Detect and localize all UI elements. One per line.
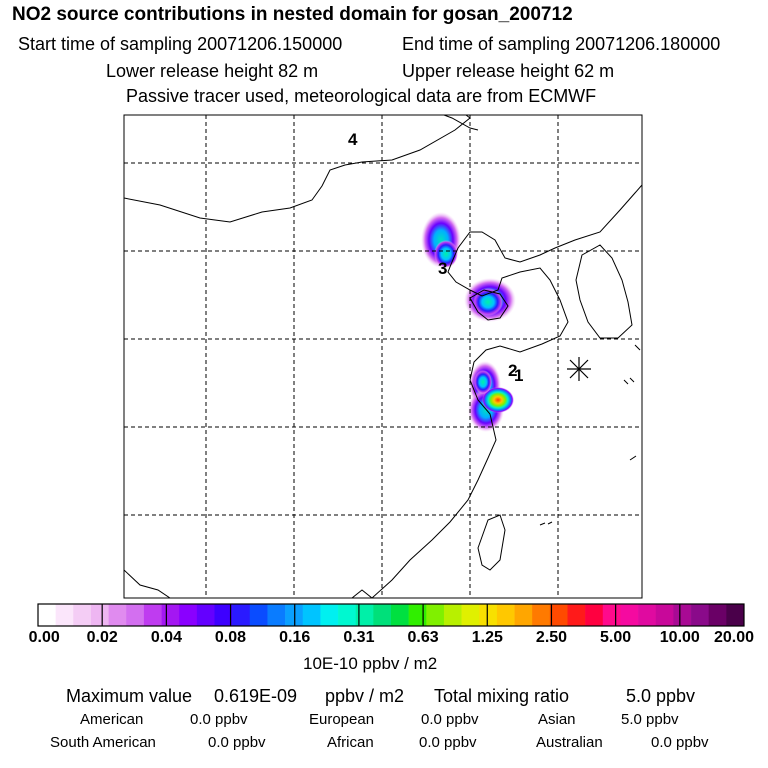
colorbar-tick-label: 0.31 — [343, 629, 375, 646]
colorbar-cell — [232, 604, 251, 626]
colorbar-cell — [691, 604, 709, 626]
region-american-label: American — [80, 711, 144, 728]
region-asian-value: 5.0 ppbv — [621, 711, 679, 728]
colorbar-tick-label: 0.63 — [407, 629, 439, 646]
map-grid — [124, 115, 642, 598]
colorbar-cell — [126, 604, 145, 626]
colorbar-cell — [338, 604, 356, 626]
colorbar-tick-label: 20.00 — [713, 629, 755, 646]
colorbar-cell — [655, 604, 674, 626]
colorbar-cell — [408, 604, 427, 626]
region-asian-label: Asian — [538, 711, 576, 728]
colorbar-tick-label: 5.00 — [600, 629, 632, 646]
coastline-map — [124, 115, 642, 598]
colorbar-tick-label: 0.02 — [86, 629, 118, 646]
colorbar-border — [37, 603, 745, 627]
colorbar-cell — [461, 604, 480, 626]
colorbar-cell — [549, 604, 568, 626]
colorbar-cell — [620, 604, 639, 626]
concentration-plume-shandong — [468, 361, 514, 432]
colorbar-cell — [38, 604, 56, 626]
source-label-1: 1 — [514, 366, 523, 385]
region-australian-value: 0.0 ppbv — [651, 734, 709, 751]
source-label-3: 3 — [438, 259, 447, 278]
tracer-note: Passive tracer used, meteorological data… — [126, 86, 597, 106]
colorbar-cell — [73, 604, 92, 626]
region-european-value: 0.0 ppbv — [421, 711, 479, 728]
colorbar-cell — [302, 604, 321, 626]
region-african-label: African — [327, 734, 374, 751]
colorbar-tick-label: 10.00 — [659, 629, 700, 646]
region-south-american-value: 0.0 ppbv — [208, 734, 266, 751]
max-value-label: Maximum value — [66, 686, 193, 706]
colorbar-cell — [496, 604, 515, 626]
colorbar-tick-label: 1.25 — [471, 629, 503, 646]
colorbar-cell — [196, 604, 215, 626]
map-frame — [123, 114, 643, 599]
region-american-value: 0.0 ppbv — [190, 711, 248, 728]
colorbar-cell — [708, 604, 727, 626]
colorbar-cell — [585, 604, 604, 626]
total-mixing-ratio-value: 5.0 ppbv — [626, 686, 696, 706]
colorbar-cell — [602, 604, 621, 626]
colorbar-cell — [638, 604, 657, 626]
colorbar-cell — [179, 604, 198, 626]
colorbar-cell — [267, 604, 286, 626]
colorbar — [37, 603, 745, 627]
colorbar-cell — [90, 604, 109, 626]
colorbar-cells — [38, 604, 745, 626]
colorbar-cell — [108, 604, 127, 626]
asterisk-receptor-icon — [567, 357, 591, 381]
colorbar-cell — [214, 604, 233, 626]
region-european-label: European — [309, 711, 375, 728]
total-mixing-ratio-label: Total mixing ratio — [434, 686, 570, 706]
region-south-american-label: South American — [50, 734, 156, 751]
colorbar-cell — [161, 604, 180, 626]
source-label-2: 2 — [508, 361, 517, 380]
colorbar-dividers — [101, 604, 681, 626]
colorbar-cell — [285, 604, 304, 626]
colorbar-cell — [532, 604, 551, 626]
colorbar-tick-label: 0.00 — [28, 629, 60, 646]
colorbar-units: 10E-10 ppbv / m2 — [303, 654, 438, 673]
start-time-label: Start time of sampling 20071206.150000 — [18, 34, 343, 54]
colorbar-cell — [426, 604, 445, 626]
region-african-value: 0.0 ppbv — [419, 734, 477, 751]
colorbar-cell — [479, 604, 498, 626]
upper-release-label: Upper release height 62 m — [402, 61, 615, 81]
max-value: 0.619E-09 — [214, 686, 298, 706]
colorbar-tick-label: 2.50 — [535, 629, 568, 646]
max-value-unit: ppbv / m2 — [325, 686, 405, 706]
colorbar-tick-label: 0.16 — [279, 629, 311, 646]
plot-title: NO2 source contributions in nested domai… — [12, 4, 573, 25]
colorbar-cell — [55, 604, 74, 626]
end-time-label: End time of sampling 20071206.180000 — [402, 34, 721, 54]
colorbar-tick-label: 0.08 — [214, 629, 247, 646]
colorbar-cell — [567, 604, 586, 626]
colorbar-cell — [391, 604, 409, 626]
source-label-4: 4 — [348, 130, 358, 149]
colorbar-tick-label: 0.04 — [150, 629, 182, 646]
colorbar-cell — [320, 604, 339, 626]
colorbar-cell — [373, 604, 392, 626]
colorbar-cell — [514, 604, 533, 626]
colorbar-cell — [443, 604, 462, 626]
map-panel: 4 3 2 1 — [123, 114, 643, 599]
region-australian-label: Australian — [536, 734, 603, 751]
colorbar-cell — [355, 604, 374, 626]
colorbar-cell — [673, 604, 692, 626]
colorbar-cell — [249, 604, 268, 626]
colorbar-cell — [143, 604, 162, 626]
lower-release-label: Lower release height 82 m — [106, 61, 319, 81]
colorbar-cell — [726, 604, 745, 626]
